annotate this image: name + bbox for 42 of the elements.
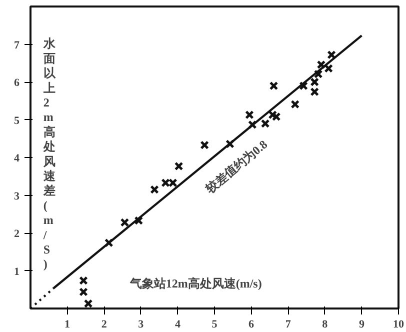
point bbox=[84, 299, 93, 308]
point bbox=[310, 87, 320, 96]
x-tick-label: 3 bbox=[138, 318, 144, 330]
point bbox=[134, 216, 144, 225]
x-tick-label: 7 bbox=[285, 318, 292, 330]
point bbox=[104, 238, 114, 248]
x-axis-title: 气象站12m高处风速(m/s) bbox=[128, 276, 262, 290]
x-tick-label: 2 bbox=[101, 318, 108, 330]
point bbox=[268, 110, 278, 120]
x-tick-label: 1 bbox=[64, 318, 70, 330]
point bbox=[272, 112, 281, 122]
point bbox=[79, 276, 88, 285]
x-tick-label: 10 bbox=[393, 318, 404, 330]
x-tick-label: 9 bbox=[358, 318, 365, 330]
point bbox=[248, 120, 257, 130]
x-tick-label: 5 bbox=[212, 318, 218, 330]
x-tick-label: 6 bbox=[248, 318, 255, 330]
point bbox=[200, 140, 209, 150]
point bbox=[327, 50, 336, 60]
y-tick-label: 3 bbox=[14, 190, 20, 202]
y-tick-label: 5 bbox=[14, 114, 20, 127]
point bbox=[120, 218, 130, 227]
point bbox=[299, 81, 308, 90]
x-tick-label: 4 bbox=[174, 318, 181, 330]
point bbox=[150, 185, 159, 194]
point bbox=[245, 110, 254, 120]
point bbox=[310, 78, 320, 86]
point bbox=[290, 100, 300, 109]
point bbox=[314, 70, 323, 79]
y-tick-label: 2 bbox=[14, 228, 20, 240]
x-tick-label: 8 bbox=[322, 318, 328, 330]
point bbox=[226, 139, 234, 148]
point bbox=[79, 287, 88, 296]
point bbox=[260, 119, 270, 128]
point bbox=[269, 81, 278, 90]
y-tick-label: 7 bbox=[14, 39, 20, 52]
point bbox=[174, 162, 184, 171]
y-tick-label: 4 bbox=[14, 152, 20, 164]
annotation: 较差值约为0.8 bbox=[202, 137, 270, 196]
y-tick-label: 6 bbox=[14, 77, 20, 89]
text: 水面以上2m高处风速差(m/S) bbox=[43, 36, 56, 272]
y-tick-label: 1 bbox=[14, 266, 20, 278]
